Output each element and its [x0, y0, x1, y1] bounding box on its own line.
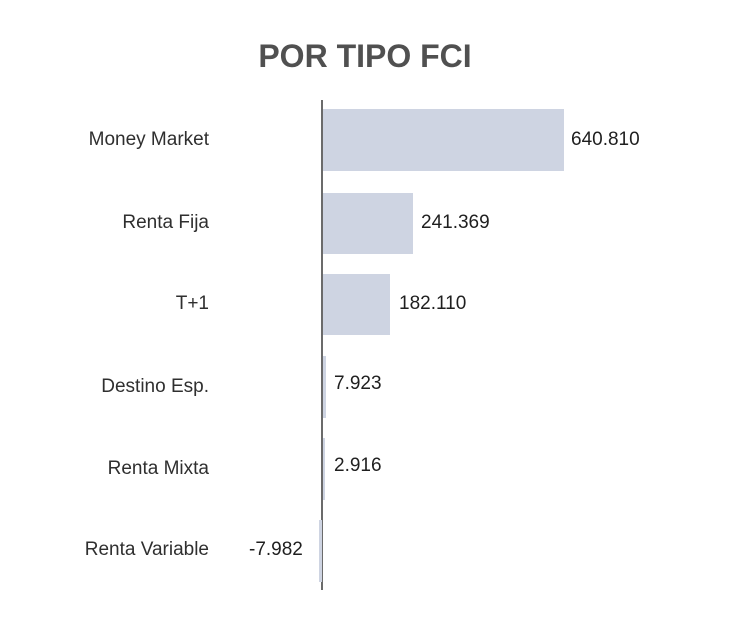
bar-t-plus-1	[323, 274, 390, 335]
category-label-destino-esp: Destino Esp.	[101, 376, 209, 397]
bar-destino-esp	[323, 356, 326, 418]
value-label-renta-variable: -7.982	[249, 539, 303, 560]
bar-renta-fija	[323, 193, 413, 254]
category-axis-line	[321, 100, 323, 590]
value-label-money-market: 640.810	[571, 129, 640, 150]
value-label-renta-mixta: 2.916	[334, 455, 382, 476]
bar-renta-mixta	[323, 438, 325, 500]
value-label-renta-fija: 241.369	[421, 212, 490, 233]
category-label-money-market: Money Market	[88, 129, 209, 150]
bar-renta-variable	[319, 520, 322, 582]
value-label-destino-esp: 7.923	[334, 373, 382, 394]
bar-money-market	[323, 109, 564, 171]
category-label-renta-mixta: Renta Mixta	[107, 458, 209, 479]
value-label-t-plus-1: 182.110	[399, 293, 467, 314]
category-label-renta-fija: Renta Fija	[122, 212, 209, 233]
category-label-t-plus-1: T+1	[175, 293, 209, 314]
chart-title: POR TIPO FCI	[258, 38, 472, 74]
category-label-renta-variable: Renta Variable	[84, 539, 209, 560]
